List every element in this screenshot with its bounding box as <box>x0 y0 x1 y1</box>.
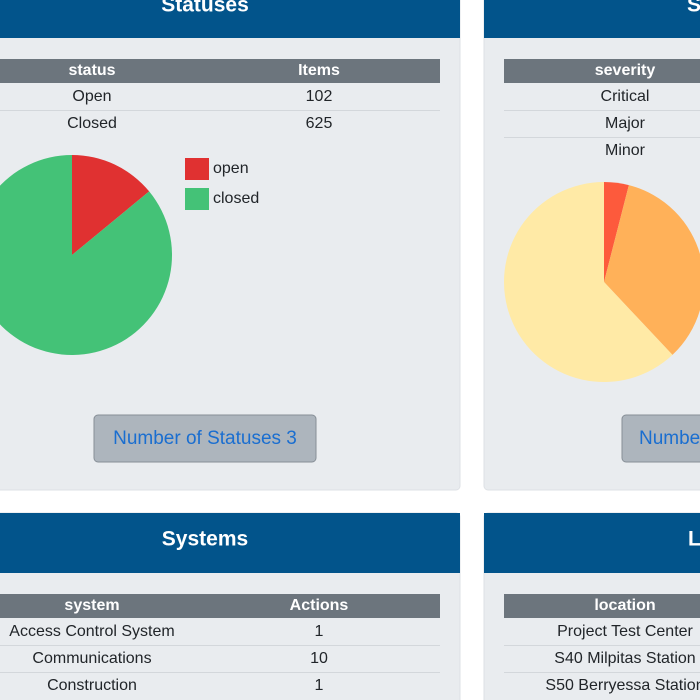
legend-swatch <box>185 158 209 180</box>
legend-label: closed <box>213 190 259 207</box>
button-label[interactable]: Number of Statuses 3 <box>113 428 297 449</box>
legend-swatch <box>185 188 209 210</box>
button-label[interactable]: Numbe <box>639 428 700 449</box>
column-header: severity <box>595 62 656 79</box>
panel-title: Systems <box>162 528 248 551</box>
column-header: Items <box>298 62 340 79</box>
table-cell: Project Test Center <box>557 623 693 640</box>
table-cell: Access Control System <box>9 623 174 640</box>
table-cell: Critical <box>601 88 650 105</box>
table-cell: 1 <box>315 677 324 694</box>
panel-title: Statuses <box>161 0 249 17</box>
panel-title: L <box>688 528 700 551</box>
table-header <box>504 59 700 83</box>
column-header: Actions <box>290 597 349 614</box>
table-cell: Minor <box>605 142 646 159</box>
column-header: location <box>594 597 655 614</box>
column-header: system <box>64 597 119 614</box>
pie-slice <box>604 182 629 282</box>
table-cell: 625 <box>306 115 333 132</box>
table-cell: Construction <box>47 677 137 694</box>
panel <box>0 0 461 491</box>
button[interactable] <box>93 414 317 463</box>
column-header: status <box>68 62 115 79</box>
table-header <box>0 594 440 618</box>
panel-header <box>0 513 460 573</box>
table-cell: Major <box>605 115 646 132</box>
table-cell: 1 <box>315 623 324 640</box>
table-cell: Communications <box>32 650 151 667</box>
panel-title: S <box>687 0 700 17</box>
table-header <box>0 59 440 83</box>
panel-header <box>484 0 700 38</box>
panel-header <box>0 0 460 38</box>
pie-slice <box>0 155 172 355</box>
table-cell: S50 Berryessa Station <box>545 677 700 694</box>
pie-slice <box>72 155 150 255</box>
table-cell: 102 <box>306 88 333 105</box>
table-cell: S40 Milpitas Station <box>554 650 695 667</box>
table-header <box>504 594 700 618</box>
legend-label: open <box>213 160 249 177</box>
table-cell: Closed <box>67 115 117 132</box>
table-cell: 10 <box>310 650 328 667</box>
pie-slice <box>503 182 673 382</box>
button[interactable] <box>621 414 700 463</box>
pie-slice <box>604 185 700 355</box>
table-cell: Open <box>72 88 111 105</box>
panel-header <box>484 513 700 573</box>
